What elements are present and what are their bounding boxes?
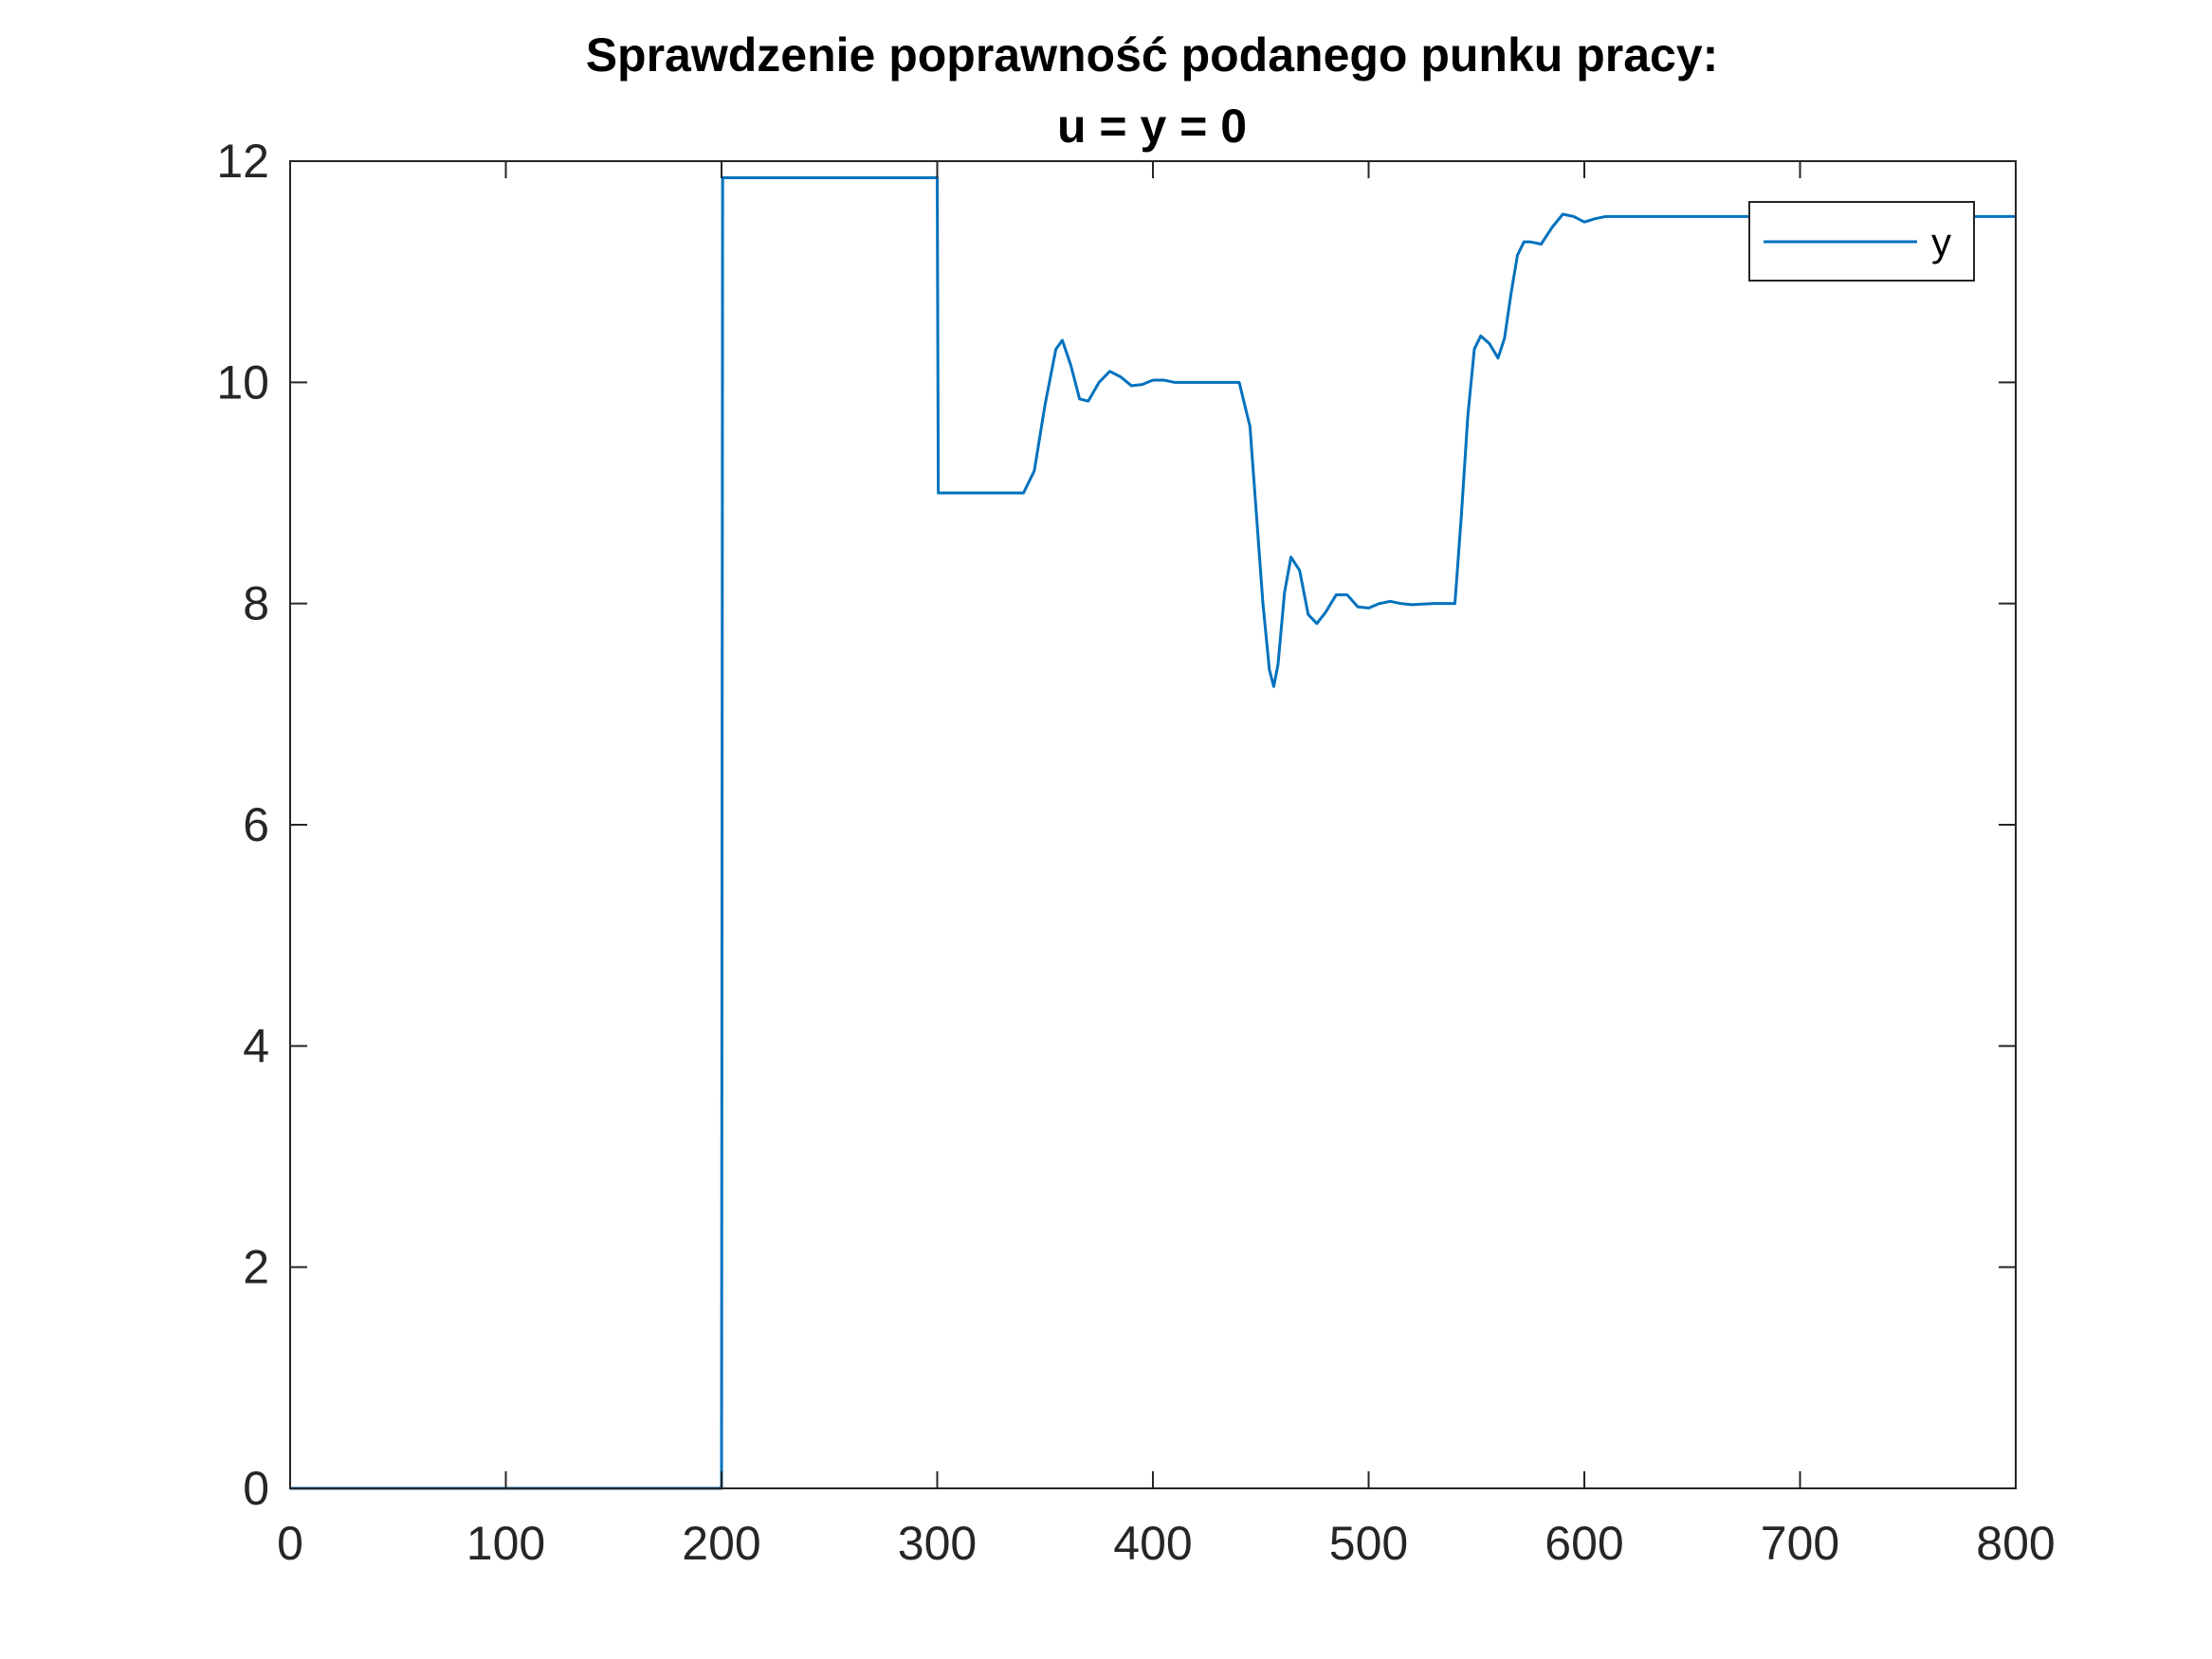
x-tick-label-0: 0 [277, 1517, 303, 1570]
series-layer [290, 176, 2016, 1490]
x-tick-label-400: 400 [1113, 1517, 1192, 1570]
y-tick-label-0: 0 [243, 1462, 269, 1515]
y-axis-ticks: 0 2 4 6 8 10 12 [216, 135, 2016, 1515]
x-tick-label-100: 100 [466, 1517, 545, 1570]
x-tick-label-200: 200 [682, 1517, 760, 1570]
legend-label-y: y [1931, 220, 1951, 264]
y-tick-label-2: 2 [243, 1241, 269, 1294]
chart-title-line-1: Sprawdzenie poprawność podanego punku pr… [586, 28, 1719, 82]
plot-area [290, 161, 2016, 1488]
chart-title-line-2: u = y = 0 [1057, 100, 1247, 153]
x-tick-label-700: 700 [1761, 1517, 1839, 1570]
legend: y [1748, 201, 1975, 282]
y-tick-label-6: 6 [243, 798, 269, 851]
x-axis-ticks: 0 100 200 300 400 500 600 700 800 [277, 161, 2056, 1570]
x-tick-label-300: 300 [898, 1517, 977, 1570]
y-tick-label-12: 12 [216, 135, 269, 188]
y-tick-label-8: 8 [243, 577, 269, 630]
x-tick-label-500: 500 [1329, 1517, 1408, 1570]
x-tick-label-600: 600 [1545, 1517, 1623, 1570]
y-tick-label-10: 10 [216, 356, 269, 409]
x-tick-label-800: 800 [1976, 1517, 2055, 1570]
y-tick-label-4: 4 [243, 1019, 269, 1072]
series-line-y [290, 176, 2016, 1490]
